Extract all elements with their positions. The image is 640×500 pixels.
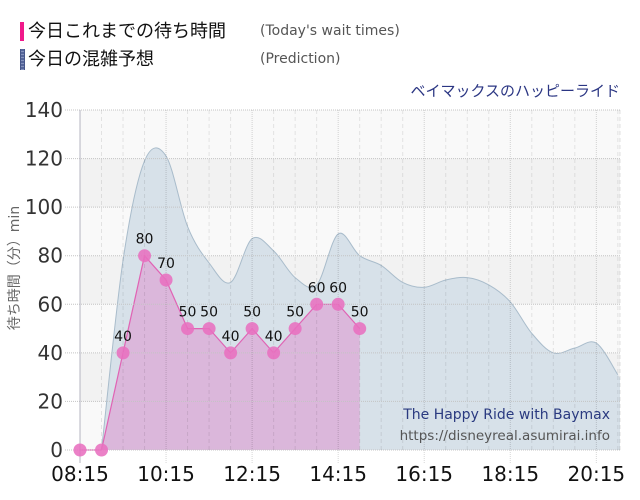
- prediction-line: [101, 147, 619, 451]
- x-tick-label: 16:15: [395, 462, 453, 486]
- data-label: 60: [308, 280, 326, 296]
- plot-band: [80, 110, 620, 159]
- data-point-marker: [331, 297, 345, 311]
- x-tick-label: 12:15: [223, 462, 281, 486]
- data-label: 50: [243, 305, 261, 321]
- data-label: 40: [265, 329, 283, 345]
- legend-label-actual-en: (Today's wait times): [260, 23, 400, 39]
- x-tick-label: 18:15: [481, 462, 539, 486]
- axes: 0 20 40 60 80 100 120 140 08:15 10:15 12:15 14:15 16…: [25, 98, 625, 486]
- data-label: 50: [200, 305, 218, 321]
- legend-swatch-prediction: [20, 49, 25, 70]
- data-label: 50: [286, 305, 304, 321]
- data-point-marker: [159, 273, 173, 287]
- data-label: 60: [329, 280, 347, 296]
- x-tick-label: 10:15: [137, 462, 195, 486]
- data-label: 70: [157, 256, 175, 272]
- data-label: 40: [222, 329, 240, 345]
- data-point-marker: [245, 322, 259, 336]
- chart-title: ベイマックスのハッピーライド: [410, 82, 620, 100]
- data-point-marker: [116, 346, 130, 360]
- y-tick-label: 60: [38, 292, 63, 316]
- data-point-marker: [288, 322, 302, 336]
- y-axis-label: 待ち時間（分）min: [7, 205, 23, 331]
- data-point-marker: [310, 297, 324, 311]
- x-tick-label: 08:15: [51, 462, 109, 486]
- watermark: The Happy Ride with Baymax https://disne…: [400, 405, 610, 447]
- y-tick-label: 100: [25, 195, 63, 219]
- data-label: 50: [351, 305, 369, 321]
- data-label: 50: [179, 305, 197, 321]
- y-tick-label: 80: [38, 244, 63, 268]
- x-tick-label: 20:15: [568, 462, 626, 486]
- legend-label-prediction: 今日の混雑予想: [28, 49, 154, 70]
- y-tick-label: 40: [38, 341, 63, 365]
- y-tick-label: 140: [25, 98, 63, 122]
- data-point-marker: [95, 443, 109, 457]
- data-point-markers: [73, 249, 367, 457]
- data-label: 80: [136, 232, 154, 248]
- y-tick-label: 0: [50, 438, 63, 462]
- data-point-marker: [202, 322, 216, 336]
- watermark-url: https://disneyreal.asumirai.info: [399, 428, 610, 444]
- data-point-marker: [73, 443, 87, 457]
- legend-swatch-actual: [20, 22, 24, 41]
- x-tick-label: 14:15: [309, 462, 367, 486]
- data-point-marker: [138, 249, 152, 263]
- data-point-marker: [181, 322, 195, 336]
- data-label: 40: [114, 329, 132, 345]
- legend-label-prediction-en: (Prediction): [260, 51, 341, 67]
- grid-lines: [65, 109, 621, 463]
- data-point-marker: [267, 346, 281, 360]
- watermark-title: The Happy Ride with Baymax: [403, 407, 610, 423]
- y-tick-label: 120: [25, 147, 63, 171]
- y-tick-label: 20: [38, 389, 63, 413]
- legend-label-actual: 今日これまでの待ち時間: [28, 21, 226, 42]
- data-point-marker: [224, 346, 238, 360]
- data-point-marker: [353, 322, 367, 336]
